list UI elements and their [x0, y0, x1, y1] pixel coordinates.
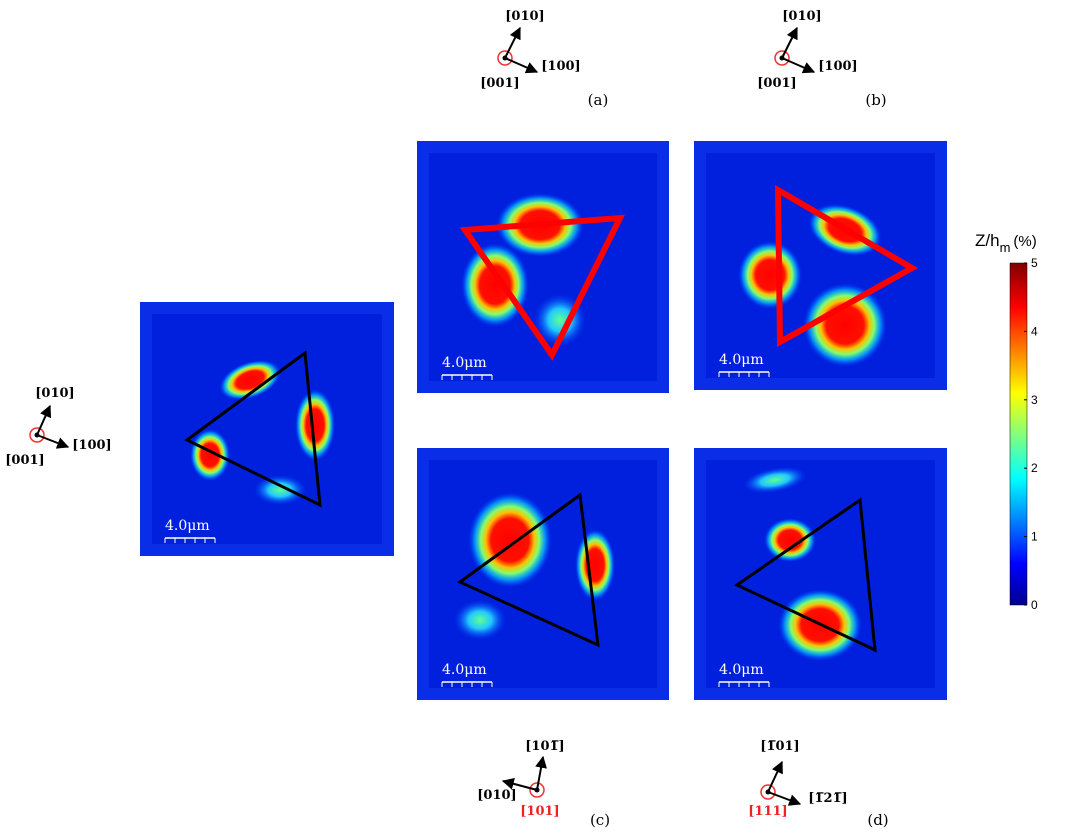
indent-triangle	[459, 214, 626, 361]
axis-arrow	[767, 760, 783, 793]
heatmap: 4.0μm	[417, 141, 669, 393]
axis-arrow	[535, 755, 547, 791]
heatmap: 4.0μm	[417, 448, 669, 700]
colorbar	[1009, 262, 1028, 606]
axis-arrow	[504, 26, 521, 59]
blob	[190, 429, 230, 481]
heatmap: 4.0μm	[694, 141, 947, 390]
axis-label: [1̅01]	[760, 739, 799, 754]
normal-ring	[529, 782, 545, 798]
scale-bar-label: 4.0μm	[719, 662, 764, 678]
colorbar-label-sub: m	[1000, 240, 1011, 255]
colorbar-label: Z/hm (%)	[975, 231, 1037, 255]
axis-arrow	[36, 434, 70, 449]
panel-label: (d)	[867, 811, 888, 829]
axis-label: [001]	[5, 453, 44, 468]
panel-label: (b)	[865, 91, 886, 109]
axis-label: [001]	[757, 76, 796, 91]
colorbar-tick-label: 0	[1031, 598, 1038, 612]
scale-bar-label: 4.0μm	[442, 355, 487, 371]
colorbar-tick-label: 3	[1031, 393, 1038, 407]
normal-ring	[29, 427, 45, 443]
orientation: [010] [100] [001] (b)	[757, 9, 886, 109]
orientation: [010] [100] [001]	[5, 386, 111, 468]
blob	[468, 492, 552, 588]
colorbar-tick-label: 2	[1031, 461, 1038, 475]
colorbar-tick-label: 1	[1031, 530, 1038, 544]
orientation: [1̅01] [1̅21̅] [111] (d)	[748, 739, 888, 829]
normal-ring	[760, 784, 776, 800]
panel-label: (a)	[588, 91, 609, 109]
blob	[219, 359, 281, 401]
heatmap-inner	[152, 314, 382, 544]
scale-bar-label: 4.0μm	[719, 352, 764, 368]
orientation: [101̅] [010] [101] (c)	[477, 739, 610, 829]
axis-label: [100]	[541, 59, 580, 74]
colorbar-tick-label: 5	[1031, 256, 1038, 270]
indent-triangle	[734, 497, 877, 653]
heatmap: 4.0μm	[694, 448, 947, 700]
blob	[454, 600, 506, 640]
indent-triangle	[184, 350, 322, 508]
blob	[254, 475, 306, 505]
axis-arrow	[767, 791, 802, 806]
axis-label: [101̅]	[525, 739, 564, 754]
indent-triangle	[457, 492, 600, 648]
axis-label: [111]	[748, 804, 787, 819]
orientation: [010] [100] [001] (a)	[480, 9, 608, 109]
indent-triangle	[774, 184, 919, 348]
heatmap-inner	[429, 460, 657, 688]
scale-bar-label: 4.0μm	[442, 662, 487, 678]
blob	[743, 466, 807, 494]
colorbar-tick-label: 4	[1031, 324, 1038, 338]
scale-bar-label: 4.0μm	[165, 518, 210, 534]
axis-arrow	[504, 57, 539, 74]
axis-arrow	[781, 57, 816, 74]
axis-label: [001]	[480, 76, 519, 91]
normal-ring	[497, 50, 513, 66]
colorbar-label-unit: (%)	[1013, 233, 1036, 250]
blob	[295, 389, 335, 461]
axis-label: [010]	[782, 9, 821, 24]
axis-arrow	[36, 404, 52, 436]
axis-label: [010]	[35, 386, 74, 401]
blob	[575, 529, 615, 601]
blob	[803, 283, 887, 367]
blob	[461, 243, 529, 327]
colorbar-label-main: Z/h	[975, 231, 1000, 250]
heatmap: 4.0μm	[140, 302, 394, 556]
axis-label: [100]	[72, 438, 111, 453]
axis-label: [101]	[520, 804, 559, 819]
axis-arrow	[781, 26, 798, 59]
axis-label: [1̅21̅]	[808, 791, 847, 806]
axis-arrow	[501, 777, 538, 791]
axis-label: [010]	[505, 9, 544, 24]
blob	[764, 518, 816, 562]
blob	[738, 241, 802, 309]
panel-label: (c)	[590, 811, 610, 829]
axis-label: [010]	[477, 788, 516, 803]
normal-ring	[774, 50, 790, 66]
axis-label: [100]	[818, 59, 857, 74]
